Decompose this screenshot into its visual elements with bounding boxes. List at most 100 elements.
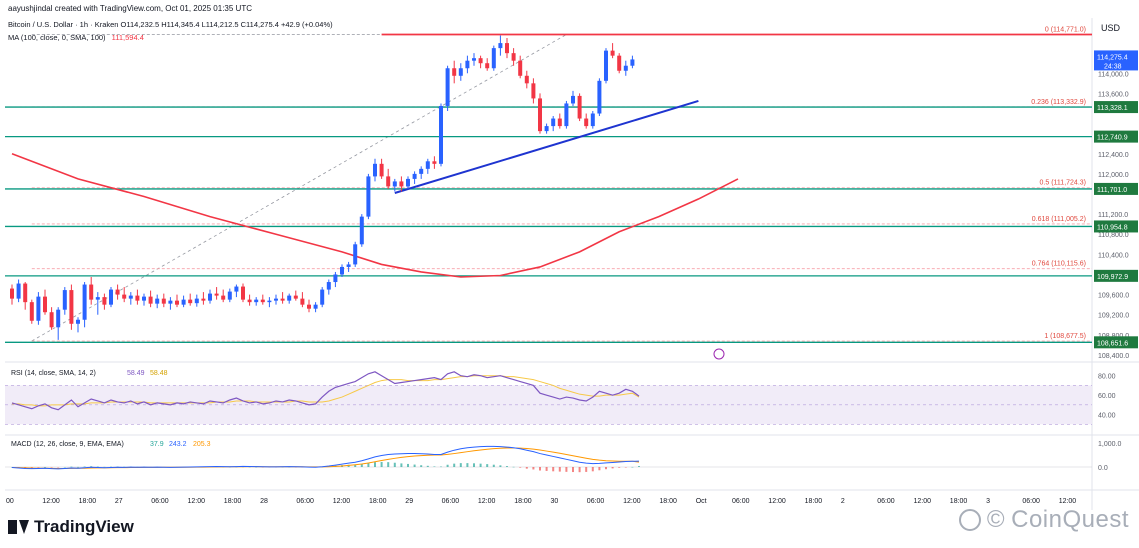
candle-body [623,65,628,71]
candle-body [221,295,226,300]
candle-body [458,68,463,76]
macd-histogram-bar [473,463,475,467]
candle-body [564,103,569,127]
candle-body [340,266,344,275]
candle-body [617,55,622,71]
macd-histogram-bar [453,463,456,467]
watermark-text: CoinQuest [1011,506,1129,533]
candle-body [155,298,160,304]
rsi-line [11,371,640,411]
time-tick-label: 06:00 [151,498,169,505]
macd-histogram-bar [552,467,555,472]
candle-body [161,298,166,304]
time-tick-label: 30 [551,498,559,505]
macd-histogram-bar [466,463,469,467]
current-price-countdown: 24:38 [1104,63,1122,70]
support-price-tag [1094,269,1138,282]
macd-histogram-bar [624,467,627,468]
candle-body [287,295,292,301]
current-price-label: 114,275.4 [1097,54,1128,61]
time-tick-label: 29 [405,498,413,505]
macd-histogram-bar [63,467,66,468]
support-price-tag [1094,101,1138,114]
price-tick-label: 110,400.0 [1098,252,1129,259]
macd-histogram-bar [380,461,383,467]
candle-body [584,118,589,127]
macd-histogram-bar [77,466,79,468]
candle-body [346,264,351,267]
candle-body [399,181,404,187]
macd-histogram-bar [479,463,482,467]
candle-body [366,176,371,217]
candle-body [551,118,556,127]
time-tick-label: 12:00 [188,498,206,505]
candle-body [109,289,113,305]
macd-histogram-bar [459,463,462,467]
macd-histogram-bar [44,467,46,468]
candle-body [392,181,397,187]
macd-histogram-bar [83,466,86,468]
price-tick-label: 114,000.0 [1098,71,1129,78]
candle-body [307,304,311,309]
candle-body [234,286,239,292]
candle-body [353,244,358,265]
macd-histogram-bar [387,462,390,467]
time-tick-label: 06:00 [587,498,605,505]
candle-body [359,216,364,245]
current-price-tag [1094,50,1138,71]
candle-body [201,298,206,301]
candle-body [511,53,516,61]
macd-histogram-value: 37.9 [150,441,164,448]
coinquest-watermark: © CoinQuest [958,506,1129,534]
moving-average-line [11,153,739,278]
macd-histogram-bar [539,467,541,471]
macd-histogram-bar [638,466,640,467]
fib-level-label: 0.764 (110,115.6) [1032,261,1086,268]
macd-tick-label: 1,000.0 [1098,441,1121,448]
time-tick-label: 28 [260,498,268,505]
candle-body [23,283,28,303]
rsi-label: RSI (14, close, SMA, 14, 2) [11,370,96,377]
support-price-tag-label: 111,701.0 [1097,187,1127,194]
time-tick-label: 06:00 [877,498,895,505]
macd-histogram-bar [354,464,357,467]
candle-body [412,173,417,179]
tradingview-logo[interactable]: TradingView [8,517,134,537]
time-tick-label: 18:00 [369,498,387,505]
macd-histogram-bar [519,467,522,468]
candle-body [135,295,140,301]
macd-histogram-bar [255,466,258,468]
rsi-tick-label: 80.00 [1098,374,1116,381]
candle-body [36,296,41,321]
candle-body [590,113,595,127]
candle-body [280,298,285,301]
candle-body [241,286,245,300]
candle-body [465,60,470,69]
candle-body [56,309,61,328]
time-tick-label: 18:00 [659,498,677,505]
support-price-tag [1094,182,1138,195]
time-tick-label: 12:00 [42,498,60,505]
macd-histogram-bar [374,462,376,467]
macd-histogram-bar [426,465,429,467]
time-tick-label: 27 [115,498,123,505]
candle-body [531,83,536,99]
candle-body [439,105,443,164]
macd-histogram-bar [506,466,508,467]
macd-histogram-bar [50,467,53,468]
candle-body [538,98,542,132]
candle-body [505,43,509,54]
fib-level-label: 0.5 (111,724.3) [1040,180,1086,187]
candle-body [188,299,193,304]
macd-histogram-bar [512,466,515,468]
candle-body [571,95,575,104]
candle-body [630,59,635,66]
time-tick-label: 12:00 [333,498,351,505]
candle-body [577,95,582,119]
macd-histogram-bar [499,465,502,467]
time-tick-label: 06:00 [732,498,750,505]
macd-histogram-bar [605,467,607,470]
price-tick-label: 109,200.0 [1098,313,1129,320]
candle-body [452,68,457,76]
